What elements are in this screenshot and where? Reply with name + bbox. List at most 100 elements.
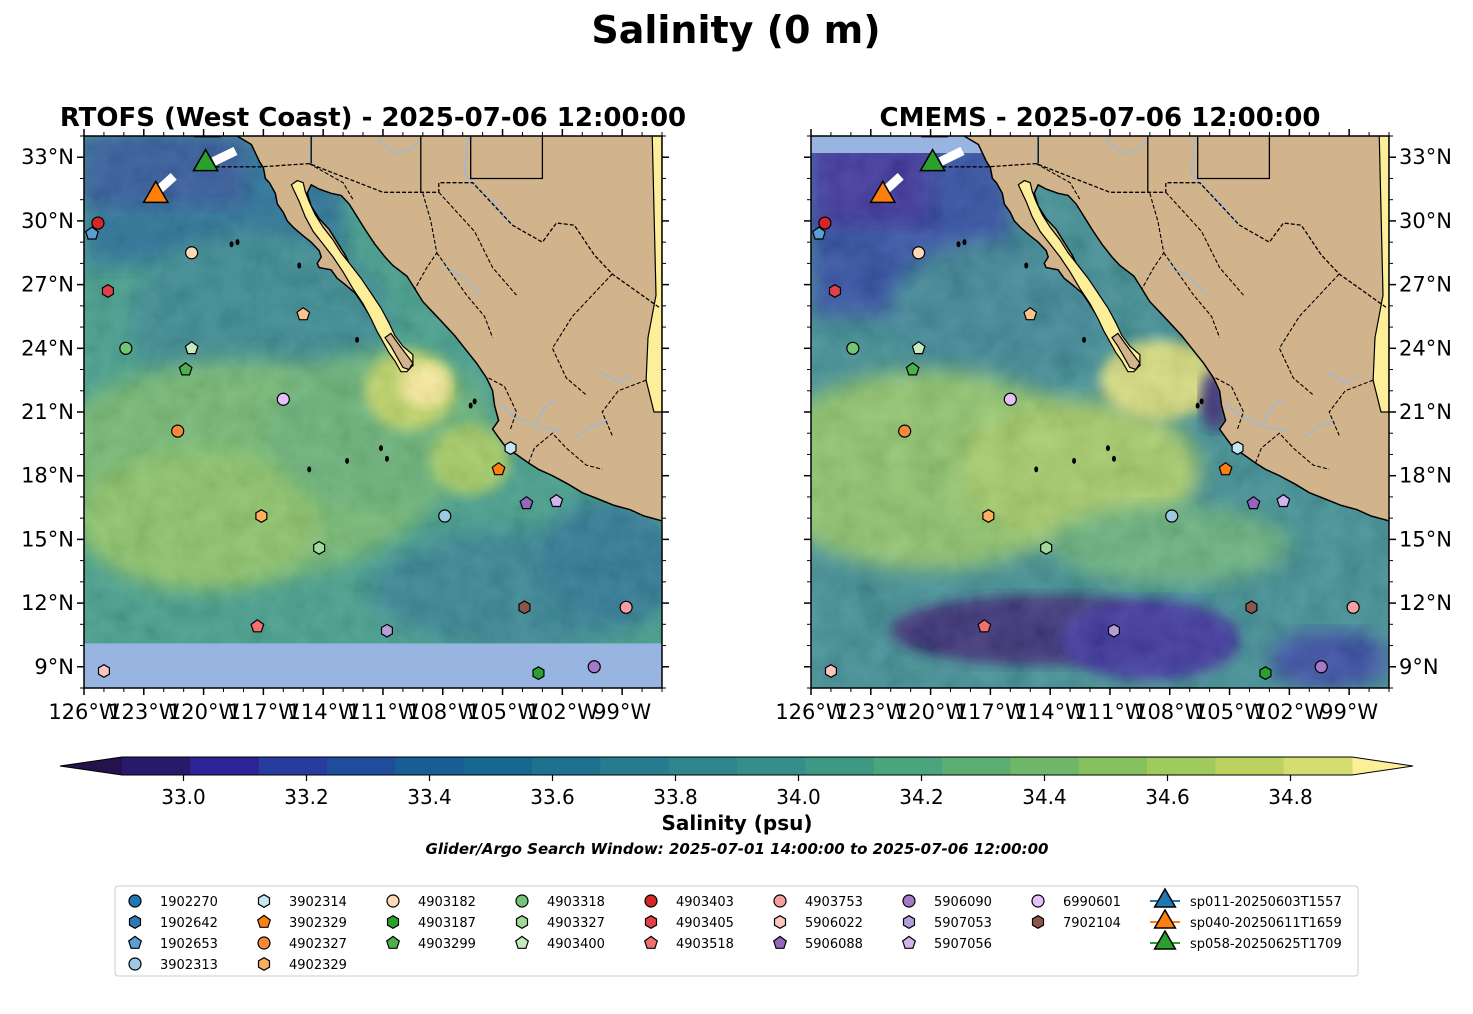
legend-marker-4903405 xyxy=(644,915,658,929)
map-panel-rtofs: RTOFS (West Coast) - 2025-07-06 12:00:00… xyxy=(21,103,686,724)
lat-tick-label: 30°N xyxy=(1399,209,1452,233)
legend-marker-7902104 xyxy=(1031,915,1045,929)
colorbar-bin xyxy=(1283,757,1353,775)
float-marker-5906090 xyxy=(1314,660,1328,674)
lon-tick-label: 99°W xyxy=(593,700,651,724)
colorbar-bin xyxy=(668,757,738,775)
float-marker-4903182 xyxy=(912,246,926,260)
lat-tick-label: 12°N xyxy=(21,591,74,615)
lat-tick-label: 21°N xyxy=(21,400,74,424)
land-rtofs xyxy=(203,136,662,522)
legend-glider-sp011-20250603T1557 xyxy=(1153,887,1177,908)
legend-marker-5906090 xyxy=(902,894,916,908)
legend-label: 4903753 xyxy=(805,895,863,910)
float-marker-4903327 xyxy=(313,540,326,555)
legend-marker-4903327 xyxy=(515,915,529,929)
lon-tick-label: 114°W xyxy=(1014,700,1086,724)
legend-label: 3902329 xyxy=(289,916,347,931)
legend-marker-3902313 xyxy=(128,957,142,971)
float-marker-4903403 xyxy=(818,216,832,230)
legend-marker-4902327 xyxy=(257,936,271,950)
colorbar-bin xyxy=(258,757,328,775)
figure-title: Salinity (0 m) xyxy=(591,8,880,52)
float-marker-4903518 xyxy=(250,619,265,633)
colorbar-bin xyxy=(532,757,601,775)
legend-marker-5907056 xyxy=(901,935,917,949)
float-marker-6990601 xyxy=(276,392,290,406)
float-marker-4903182 xyxy=(185,246,199,260)
lon-tick-label: 120°W xyxy=(168,700,240,724)
colorbar-bin xyxy=(122,757,191,775)
colorbar-bin xyxy=(1147,757,1216,775)
legend-marker-1902653 xyxy=(127,935,143,949)
float-marker-3902329 xyxy=(1218,461,1233,476)
legend-label: 4903182 xyxy=(418,895,476,910)
lat-tick-label: 18°N xyxy=(1399,464,1452,488)
legend-marker-5907053 xyxy=(902,915,916,929)
legend-label: 5906022 xyxy=(805,916,863,931)
colorbar-tick-label: 33.2 xyxy=(284,785,329,809)
legend-marker-4903182 xyxy=(386,894,400,908)
float-marker-5906088 xyxy=(519,495,534,510)
legend-label: sp011-20250603T1557 xyxy=(1190,895,1342,910)
map-panel-cmems: CMEMS - 2025-07-06 12:00:00 126°W123°W12… xyxy=(775,103,1452,724)
legend: 1902270 1902642 1902653 3902313 3902314 39023… xyxy=(114,0,1359,977)
legend-label: 1902642 xyxy=(160,916,218,931)
colorbar-tick-label: 34.6 xyxy=(1145,785,1190,809)
glider-marker-sp011-20250603T1557 xyxy=(921,136,948,138)
legend-label: 4903187 xyxy=(418,916,476,931)
float-marker-4903403 xyxy=(91,216,105,230)
float-marker-4903405 xyxy=(101,284,115,298)
legend-label: 6990601 xyxy=(1063,895,1121,910)
legend-marker-1902270 xyxy=(128,894,142,908)
float-marker-4902329 xyxy=(982,509,995,523)
legend-label: 5907053 xyxy=(934,916,992,931)
legend-label: 4903405 xyxy=(676,916,734,931)
lat-tick-label: 15°N xyxy=(21,527,74,551)
lon-tick-label: 108°W xyxy=(1134,700,1206,724)
rtofs-nodata-band xyxy=(84,643,662,688)
float-marker-6990601 xyxy=(1003,392,1017,406)
colorbar-bin xyxy=(805,757,875,775)
float-marker-1902653 xyxy=(811,226,826,240)
colorbar-bin xyxy=(190,757,260,775)
legend-marker-4903400 xyxy=(514,935,530,949)
legend-label: 1902270 xyxy=(160,895,218,910)
legend-marker-4903753 xyxy=(773,894,787,908)
legend-label: 5907056 xyxy=(934,937,992,952)
colorbar-tick-label: 34.8 xyxy=(1268,785,1313,809)
float-marker-4902329 xyxy=(255,509,268,523)
float-marker-1902653 xyxy=(84,226,99,240)
legend-label: 4903403 xyxy=(676,895,734,910)
legend-marker-4903518 xyxy=(643,935,659,949)
float-marker-4903299 xyxy=(178,362,193,376)
float-marker-4903405 xyxy=(828,284,842,298)
float-marker-4902327 xyxy=(898,424,912,438)
legend-glider-sp058-20250625T1709 xyxy=(1153,929,1177,950)
float-marker-4903327 xyxy=(1040,540,1053,555)
legend-label: 4903327 xyxy=(547,916,605,931)
lon-tick-label: 123°W xyxy=(108,700,180,724)
panel-title-cmems: CMEMS - 2025-07-06 12:00:00 xyxy=(880,103,1321,133)
legend-label: sp058-20250625T1709 xyxy=(1190,937,1342,952)
axis-ticks-cmems: 126°W123°W120°W117°W114°W111°W108°W105°W… xyxy=(775,129,1452,724)
colorbar-bin xyxy=(463,757,533,775)
legend-label: 4903299 xyxy=(418,937,476,952)
lat-tick-label: 33°N xyxy=(1399,145,1452,169)
lon-tick-label: 114°W xyxy=(287,700,359,724)
legend-glider-sp040-20250611T1659 xyxy=(1153,908,1177,929)
colorbar-tick-label: 34.2 xyxy=(899,785,944,809)
legend-label: 5906088 xyxy=(805,937,863,952)
float-marker-4902475 xyxy=(1023,306,1038,321)
legend-marker-5906022 xyxy=(773,915,787,929)
lon-tick-label: 126°W xyxy=(775,700,847,724)
float-marker-3902314 xyxy=(1231,441,1244,456)
float-marker-4903753 xyxy=(619,600,633,614)
markers-cmems xyxy=(811,136,1360,681)
lat-tick-label: 24°N xyxy=(21,336,74,360)
colorbar-bin xyxy=(1078,757,1148,775)
axis-ticks-rtofs: 126°W123°W120°W117°W114°W111°W108°W105°W… xyxy=(21,129,669,724)
float-marker-4903400 xyxy=(184,340,199,355)
legend-label: 3902313 xyxy=(160,958,218,973)
